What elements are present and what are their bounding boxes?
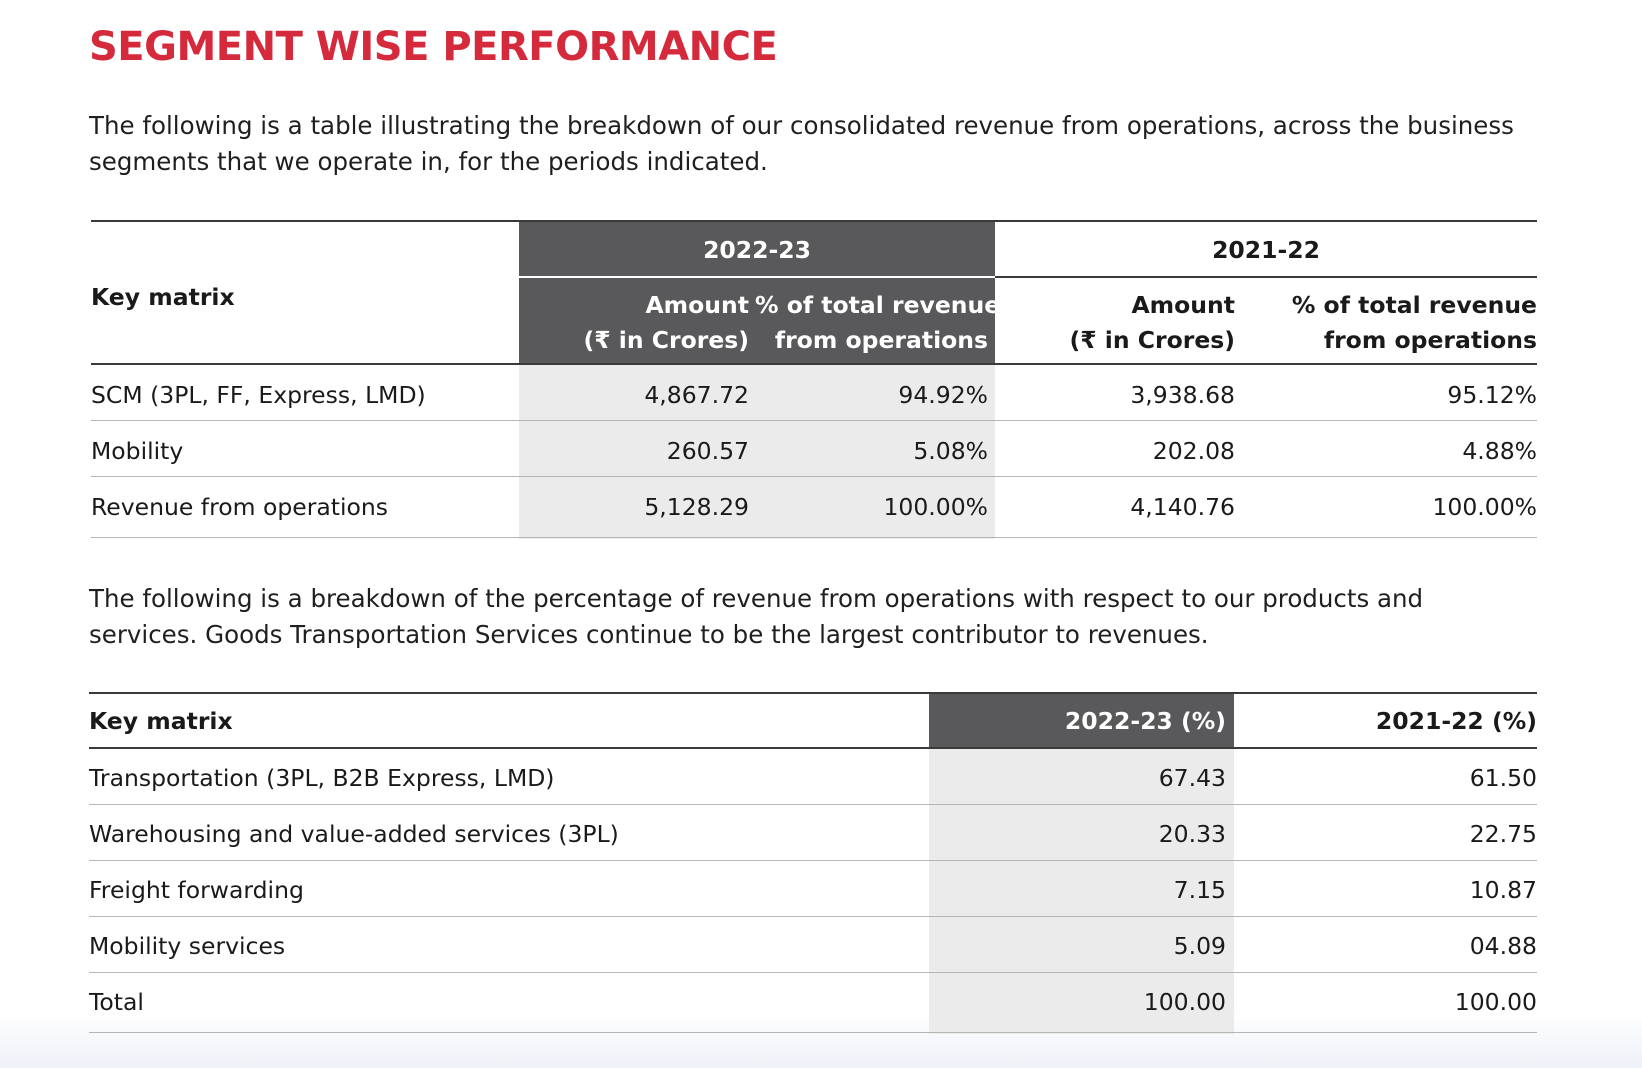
table-cell: 61.50 <box>1469 764 1537 792</box>
table-cell: 4,140.76 <box>1130 493 1235 521</box>
col-a-header: 2022-23 (%) <box>1064 707 1226 735</box>
row-rule <box>89 860 1537 861</box>
pct-header-a-line2: from operations <box>774 326 988 354</box>
table-cell: 4.88% <box>1462 437 1537 465</box>
table-cell: 260.57 <box>666 437 749 465</box>
table-cell: 3,938.68 <box>1130 381 1235 409</box>
amount-header-a-line1: Amount <box>645 291 749 319</box>
key-matrix-header: Key matrix <box>91 283 235 311</box>
table-row-label: Mobility <box>91 437 184 465</box>
table-row-label: Warehousing and value-added services (3P… <box>89 820 619 848</box>
table-cell: 100.00 <box>1143 988 1226 1016</box>
pct-header-b-line1: % of total revenue <box>1291 291 1537 319</box>
pct-header-a-line1: % of total revenue <box>755 291 1001 319</box>
header-divider-a <box>519 276 995 278</box>
table-cell: 5,128.29 <box>644 493 749 521</box>
page-title: SEGMENT WISE PERFORMANCE <box>89 24 778 70</box>
row-rule <box>89 916 1537 917</box>
table-cell: 95.12% <box>1447 381 1537 409</box>
row-rule <box>89 1032 1537 1033</box>
shade-column-2022-23 <box>519 365 995 539</box>
product-revenue-table: Key matrix 2022-23 (%) 2021-22 (%) Trans… <box>89 692 1537 1034</box>
table-cell: 7.15 <box>1173 876 1226 904</box>
header-bottom-rule <box>91 363 1537 365</box>
table-row-label: Total <box>89 988 144 1016</box>
intro-paragraph-1: The following is a table illustrating th… <box>89 111 1514 176</box>
table-row-label: Transportation (3PL, B2B Express, LMD) <box>89 764 555 792</box>
shade-column-2022-23 <box>929 749 1234 1034</box>
row-rule <box>91 537 1537 538</box>
key-matrix-header: Key matrix <box>89 707 233 735</box>
table-cell: 5.09 <box>1173 932 1226 960</box>
table-cell: 100.00% <box>883 493 988 521</box>
table-cell: 04.88 <box>1469 932 1537 960</box>
table-cell: 100.00 <box>1454 988 1537 1016</box>
intro-paragraph-2: The following is a breakdown of the perc… <box>89 584 1424 649</box>
table-row-label: Mobility services <box>89 932 286 960</box>
amount-header-b-line2: (₹ in Crores) <box>1069 326 1235 354</box>
bottom-fade <box>0 1012 1642 1068</box>
row-rule <box>89 972 1537 973</box>
header-band-2022-23 <box>519 222 995 365</box>
table-row-label: Revenue from operations <box>91 493 389 521</box>
table-cell: 202.08 <box>1152 437 1235 465</box>
period-b-header: 2021-22 <box>1212 236 1320 264</box>
col-b-header: 2021-22 (%) <box>1375 707 1537 735</box>
table-cell: 20.33 <box>1158 820 1226 848</box>
table-cell: 5.08% <box>913 437 988 465</box>
header-band-2022-23 <box>929 694 1234 749</box>
table-cell: 100.00% <box>1432 493 1537 521</box>
segment-revenue-table: Key matrix 2022-23 2021-22 Amount (₹ in … <box>91 220 1537 539</box>
period-a-header: 2022-23 <box>703 236 811 264</box>
table-cell: 67.43 <box>1158 764 1226 792</box>
header-divider-b <box>995 276 1537 278</box>
table-row-label: Freight forwarding <box>89 876 304 904</box>
table-cell: 4,867.72 <box>644 381 749 409</box>
row-rule <box>91 420 1537 421</box>
table-row-label: SCM (3PL, FF, Express, LMD) <box>91 381 426 409</box>
amount-header-b-line1: Amount <box>1131 291 1235 319</box>
row-rule <box>89 804 1537 805</box>
pct-header-b-line2: from operations <box>1323 326 1537 354</box>
amount-header-a-line2: (₹ in Crores) <box>583 326 749 354</box>
table-cell: 94.92% <box>898 381 988 409</box>
table-cell: 22.75 <box>1469 820 1537 848</box>
header-bottom-rule <box>89 747 1537 749</box>
row-rule <box>91 476 1537 477</box>
table-cell: 10.87 <box>1469 876 1537 904</box>
